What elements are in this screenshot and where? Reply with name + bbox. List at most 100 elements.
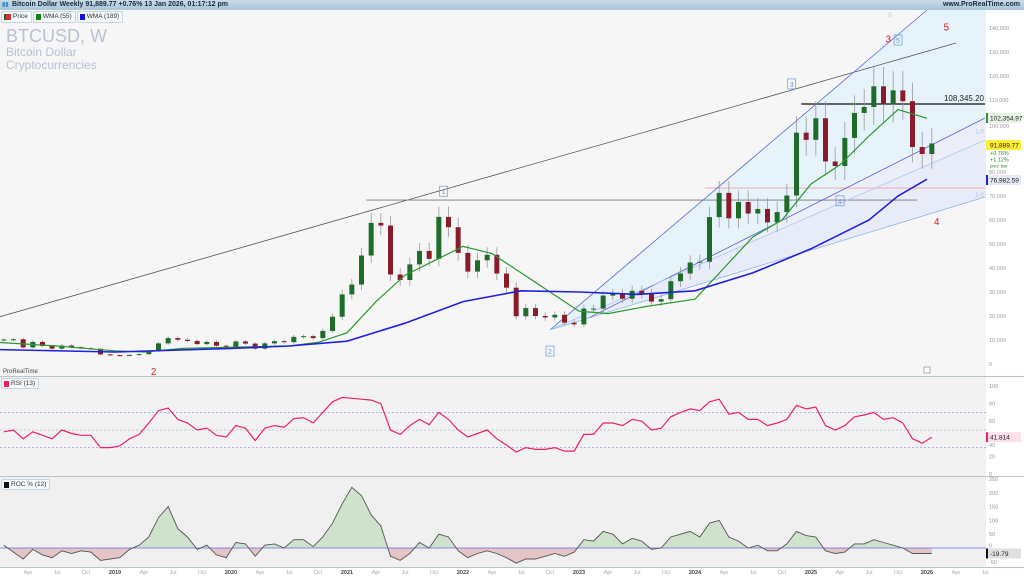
- wave-box-label: 2: [548, 349, 552, 356]
- price-tick-label: 30,000: [989, 290, 1006, 296]
- wave-box-label: 3: [790, 82, 794, 89]
- price-tick-label: 100,000: [989, 124, 1009, 130]
- candle-body: [397, 274, 403, 280]
- wave-label: 3: [886, 34, 892, 45]
- bar-chart-icon: ▮▮: [2, 2, 9, 8]
- price-tick-label: 10,000: [989, 338, 1006, 344]
- wave-label: 2: [151, 367, 157, 378]
- x-tick-label: 2026: [921, 570, 933, 576]
- x-tick-label: Oct: [778, 570, 787, 576]
- candle-body: [417, 250, 422, 265]
- x-tick-label: Oct: [314, 570, 323, 576]
- rsi-tick-label: 40: [989, 443, 995, 449]
- candle-body: [233, 341, 239, 347]
- price-value-bg: [987, 140, 1021, 150]
- x-tick-label: 2020: [225, 570, 237, 576]
- candle-body: [223, 345, 229, 347]
- x-tick-label: Apr: [140, 570, 149, 576]
- candle-body: [272, 341, 277, 344]
- candle-body: [320, 330, 326, 339]
- price-tick-label: 20,000: [989, 314, 1006, 320]
- roc-swatch: [4, 481, 9, 488]
- candle-body: [1, 339, 7, 341]
- roc-legend-label: ROC % (12): [11, 481, 47, 488]
- roc-legend[interactable]: ROC % (12): [1, 479, 51, 490]
- window-titlebar: ▮▮ Bitcoin Dollar Weekly 91,889.77 +0.76…: [0, 0, 1024, 10]
- candle-body: [156, 343, 161, 352]
- wave-box: [545, 345, 555, 357]
- candle-body: [494, 254, 500, 274]
- rsi-tick-label: 60: [989, 419, 995, 425]
- roc-value-marker: [986, 548, 988, 559]
- candle-body: [475, 260, 480, 272]
- price-tick-label: 50,000: [989, 242, 1006, 248]
- candle-body: [678, 273, 683, 282]
- candle-body: [639, 290, 645, 294]
- site-link[interactable]: www.ProRealTime.com: [942, 1, 1020, 8]
- candle-body: [784, 195, 790, 213]
- candle-body: [446, 216, 451, 228]
- candle-body: [243, 341, 248, 344]
- candle-body: [436, 216, 442, 259]
- candle-body: [281, 341, 287, 343]
- price-tick-label: 130,000: [989, 50, 1009, 56]
- candle-body: [610, 293, 616, 296]
- candle-body: [910, 101, 915, 148]
- legend-price[interactable]: Price: [1, 11, 32, 23]
- fib-label: 1.0: [975, 193, 984, 199]
- wave-label: 4: [934, 217, 940, 228]
- price-tick-label: 70,000: [989, 194, 1006, 200]
- candle-body: [852, 112, 857, 138]
- rsi-legend[interactable]: RSI (13): [1, 378, 40, 389]
- candle-body: [301, 336, 306, 338]
- candle-body: [127, 354, 132, 356]
- legend-wma189[interactable]: WMA (189): [76, 11, 124, 23]
- x-tick-label: Oct: [662, 570, 671, 576]
- rsi-tick-label: 80: [989, 402, 995, 408]
- candle-body: [745, 202, 751, 214]
- x-tick-label: 2022: [457, 570, 469, 576]
- legend-label: WMA (55): [42, 13, 72, 20]
- candle-body: [291, 336, 297, 343]
- roc-tick-label: 150: [989, 505, 998, 511]
- candle-body: [581, 308, 587, 325]
- x-tick-label: 2019: [109, 570, 121, 576]
- wma189-line: [0, 178, 928, 353]
- candle-body: [49, 346, 55, 349]
- x-tick-label: Jul: [169, 570, 176, 576]
- rsi-value: 41.814: [990, 435, 1010, 442]
- candle-body: [310, 336, 316, 339]
- price-tick-label: 120,000: [989, 74, 1009, 80]
- indicator-legend: Price WMA (55) WMA (189): [1, 11, 124, 23]
- candle-body: [620, 293, 625, 299]
- wma55-value: 102,354.97: [990, 116, 1023, 123]
- roc-tick-label: 200: [989, 491, 998, 497]
- candle-body: [900, 90, 906, 102]
- candle-body: [890, 90, 896, 105]
- x-tick-label: Jul: [285, 570, 292, 576]
- candle-body: [697, 261, 703, 263]
- price-tick-label: 40,000: [989, 266, 1006, 272]
- rsi-legend-label: RSI (13): [11, 380, 36, 387]
- price-swatch: [4, 14, 11, 20]
- candle-body: [600, 295, 606, 309]
- candle-body: [11, 339, 16, 341]
- candle-body: [426, 250, 432, 259]
- candle-body: [707, 217, 712, 262]
- candle-body: [755, 208, 761, 214]
- candle-body: [504, 273, 509, 288]
- candle-body: [69, 345, 74, 348]
- x-tick-label: Jul: [749, 570, 756, 576]
- x-tick-label: Jul: [633, 570, 640, 576]
- candle-body: [813, 118, 819, 140]
- x-tick-label: 2021: [341, 570, 353, 576]
- price-tick-label: 110,000: [989, 98, 1008, 104]
- candle-body: [668, 281, 674, 300]
- fib-label: 1.0: [975, 130, 984, 136]
- watermark-name: Bitcoin Dollar: [6, 45, 77, 59]
- legend-wma55[interactable]: WMA (55): [32, 11, 76, 23]
- candle-body: [562, 314, 567, 323]
- candle-body: [803, 132, 809, 140]
- fib-label: 0: [888, 13, 892, 19]
